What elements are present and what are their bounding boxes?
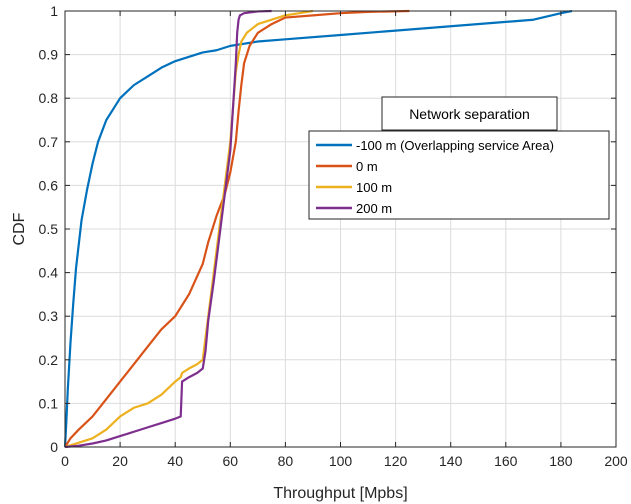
legend-entry-label: 100 m: [356, 180, 392, 195]
x-tick-label: 60: [223, 453, 239, 469]
x-tick-label: 20: [112, 453, 128, 469]
y-tick-label: 0.7: [39, 134, 59, 150]
series-line-1: [64, 9, 410, 448]
y-tick-label: 0.5: [39, 221, 59, 237]
y-tick-label: 0.3: [39, 308, 59, 324]
x-tick-label: 120: [384, 453, 408, 469]
y-axis-ticks: 0 0.1 0.2 0.3 0.4 0.5 0.6 0.7 0.8 0.9 1: [39, 3, 616, 455]
y-tick-label: 0.1: [39, 395, 59, 411]
legend-title-text: Network separation: [409, 106, 530, 122]
x-tick-label: 0: [61, 453, 69, 469]
legend-entry-label: 200 m: [356, 201, 392, 216]
x-tick-label: 80: [278, 453, 294, 469]
legend-entry-label: 0 m: [356, 159, 378, 174]
y-tick-label: 0: [50, 439, 58, 455]
series-line-0: [63, 9, 573, 448]
legend: -100 m (Overlapping service Area) 0 m 100 …: [308, 130, 610, 220]
legend-title-box: [381, 96, 558, 131]
series-lines: [63, 9, 573, 449]
y-tick-label: 0.8: [39, 90, 59, 106]
x-axis-label: Throughput [Mpbs]: [273, 485, 407, 502]
x-tick-label: 40: [167, 453, 183, 469]
series-line-3: [64, 9, 272, 449]
x-axis-ticks: 0 20 40 60 80 100 120 140 160 180 200: [61, 11, 628, 469]
y-axis-label: CDF: [11, 212, 28, 245]
legend-box: [308, 130, 610, 220]
x-tick-label: 200: [604, 453, 628, 469]
legend-entry-label: -100 m (Overlapping service Area): [356, 138, 554, 153]
x-tick-label: 140: [439, 453, 463, 469]
y-tick-label: 1: [50, 3, 58, 19]
legend-title: Network separation: [381, 96, 558, 131]
y-tick-label: 0.9: [39, 47, 59, 63]
x-tick-label: 180: [549, 453, 573, 469]
y-tick-label: 0.2: [39, 352, 59, 368]
x-tick-label: 100: [329, 453, 353, 469]
y-tick-label: 0.4: [39, 265, 59, 281]
y-tick-label: 0.6: [39, 177, 59, 193]
x-tick-label: 160: [494, 453, 518, 469]
